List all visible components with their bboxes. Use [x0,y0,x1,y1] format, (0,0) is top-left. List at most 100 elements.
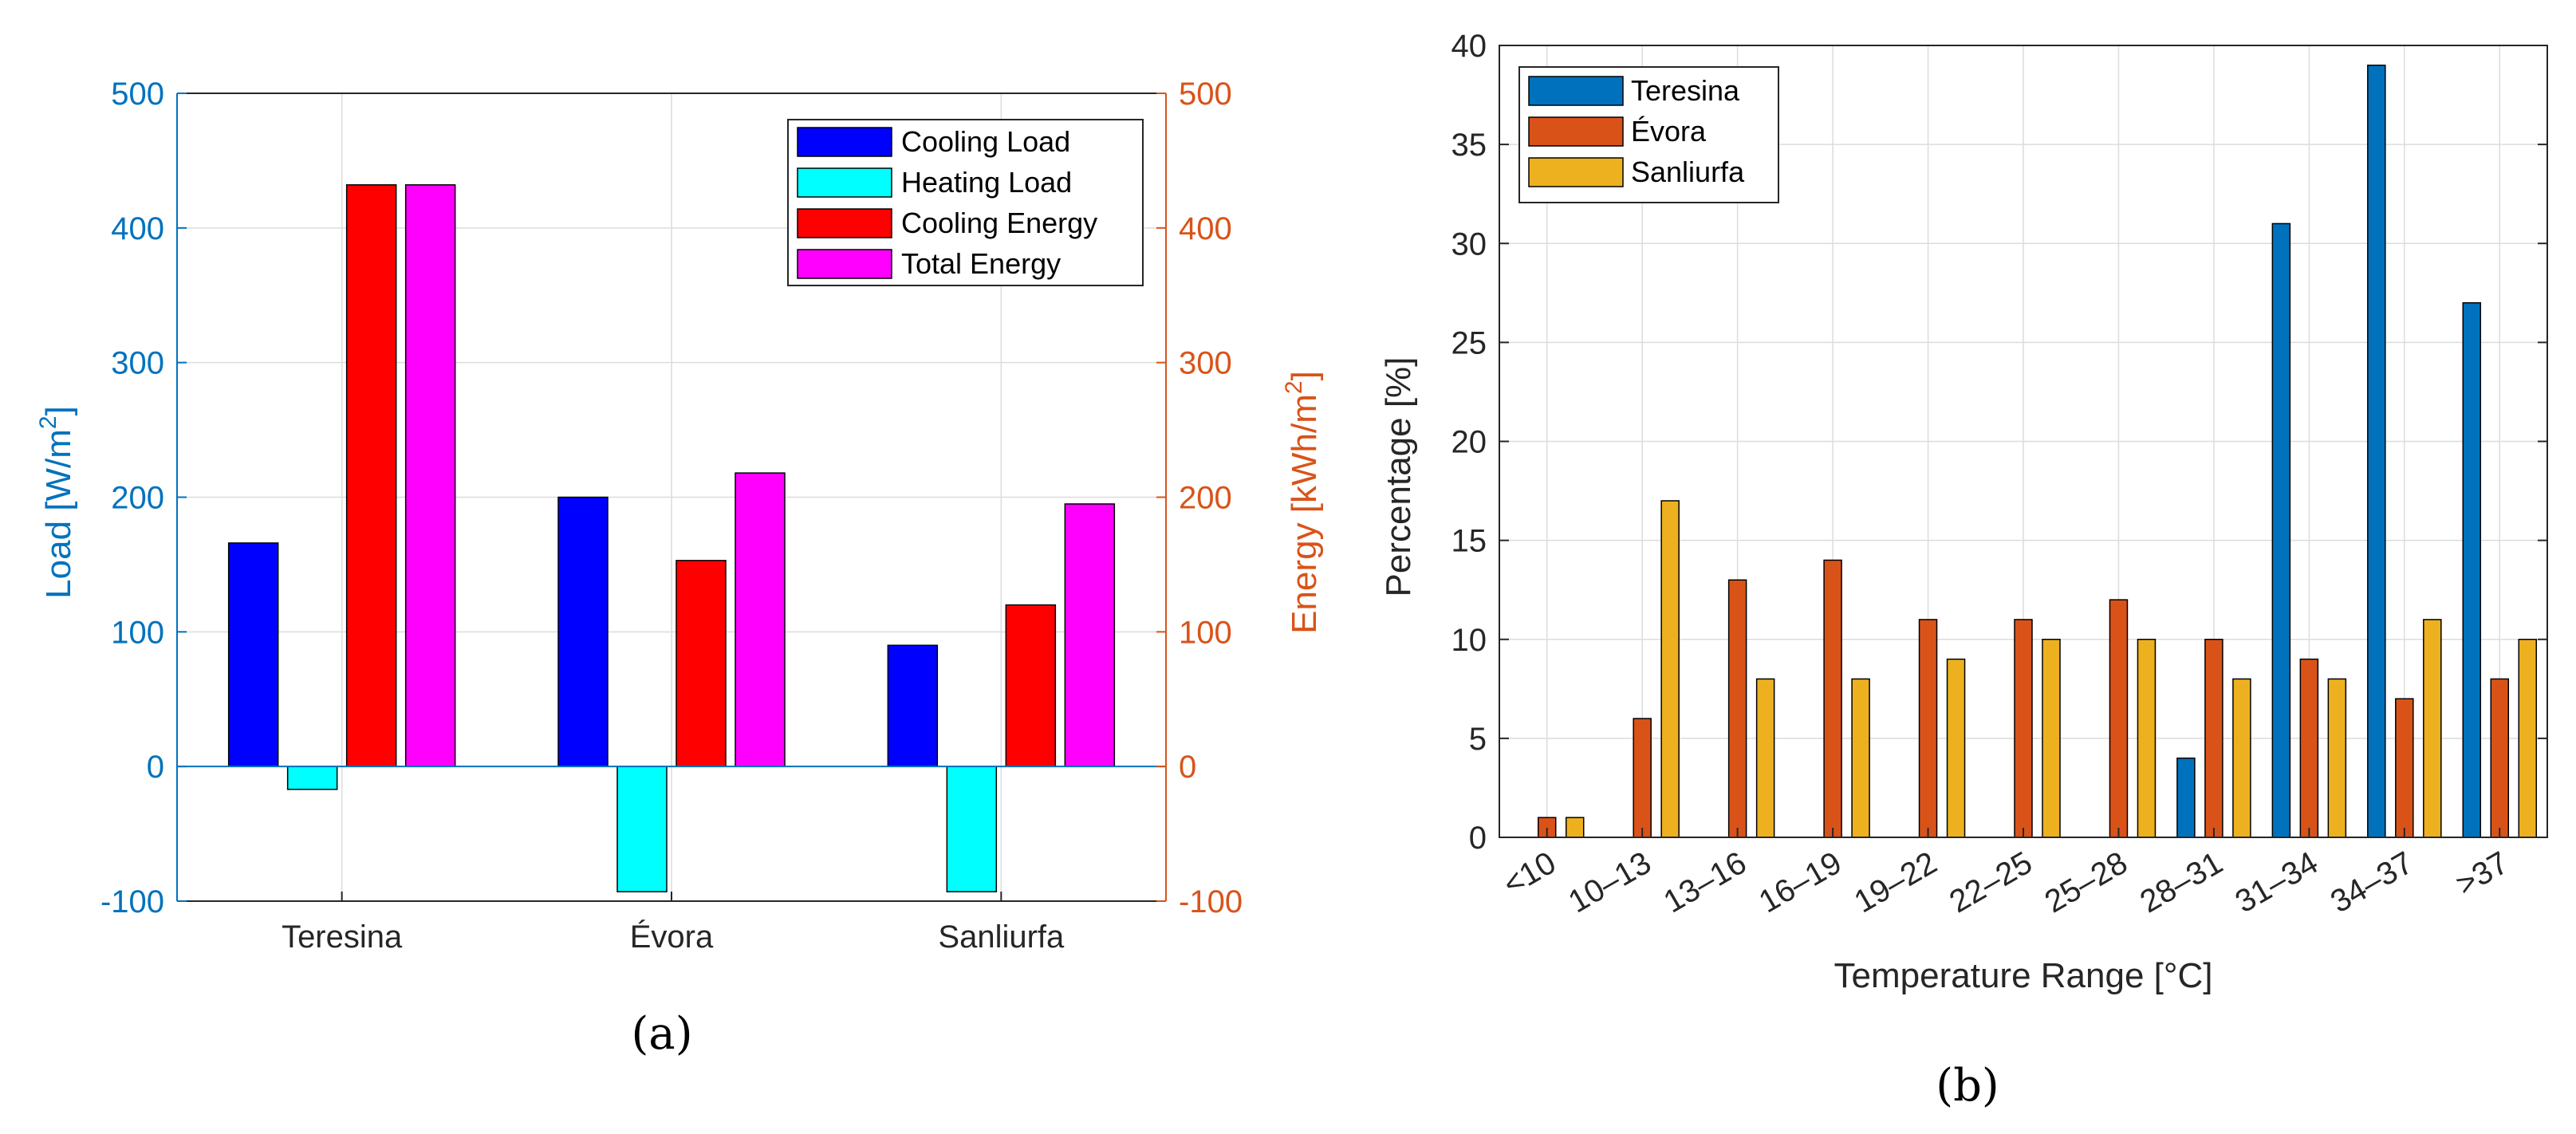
chart-b-y-tick-label: 30 [1451,226,1487,262]
chart-b-bar [2232,678,2251,838]
chart-a-legend-label: Cooling Energy [901,207,1097,239]
chart-b-y-tick-label: 25 [1451,325,1487,360]
chart-b-bar [2518,639,2538,838]
chart-b-x-tick-label: 19–22 [1849,845,1943,920]
chart-b-x-tick-label: 34–37 [2325,845,2419,920]
chart-b-bar [2395,698,2414,838]
chart-a-legend-swatch [797,167,892,198]
chart-a-bar [676,560,727,767]
chart-b-x-axis-label: Temperature Range [°C] [1834,956,2213,995]
chart-a-bar [404,184,456,767]
chart-b-bar [1660,500,1680,838]
chart-a-x-tick-label: Sanliurfa [938,919,1065,955]
chart-b-x-tick-label: 10–13 [1562,845,1656,920]
chart-b-y-tick-label: 5 [1469,722,1487,757]
chart-b-bar [2462,301,2482,838]
chart-b-x-tick-label: 31–34 [2230,845,2324,920]
chart-a-legend-label: Cooling Load [901,125,1070,158]
chart-b-bar [1727,579,1747,838]
chart-a-left-tick-label: -100 [100,884,164,919]
chart-b-legend-swatch [1528,76,1624,106]
chart-b-bar [2137,639,2157,838]
chart-b-bar [1565,817,1585,838]
chart-b-y-axis-label: Percentage [%] [1379,357,1418,597]
chart-a-legend-label: Heating Load [901,166,1072,199]
chart-b-bar [2490,678,2510,838]
chart-b-bar [2299,658,2319,838]
chart-a-bar [616,766,668,892]
chart-b-legend-swatch [1528,116,1624,147]
chart-a-right-tick-label: -100 [1179,884,1243,919]
chart-b-legend-swatch [1528,157,1624,187]
chart-a: -100 0 100 200 300 400 500 -100 0 100 200 300 400 500… [35,77,1324,1060]
chart-b-bar [2327,678,2347,838]
chart-b-bar [1851,678,1870,838]
chart-b-bar [1946,658,1966,838]
chart-a-right-tick-label: 100 [1179,615,1232,650]
chart-b-bar [1823,559,1842,838]
chart-a-legend-label: Total Energy [901,247,1061,280]
chart-a-y-axis-label-left: Load [W/m2] [35,406,78,599]
chart-a-right-tick-label: 200 [1179,481,1232,516]
chart-a-legend-swatch [797,127,892,157]
chart-a-left-tick-label: 100 [111,615,164,650]
chart-b-bar [2423,619,2442,838]
chart-a-y-axis-label-right: Energy [kWh/m2] [1281,371,1324,634]
chart-a-left-tick-label: 500 [111,77,164,112]
chart-b-bar [2271,222,2291,838]
chart-a-bar [1064,503,1116,767]
chart-a-bar [1005,604,1057,767]
chart-b-x-tick-label: >37 [2450,845,2515,903]
chart-a-bar [946,766,998,892]
chart-a-legend: Cooling Load Heating Load Cooling Energy To… [787,119,1144,286]
chart-a-right-tick-label: 500 [1179,77,1232,112]
chart-a-x-tick-label: Teresina [282,919,403,955]
panel-label-a: (a) [631,1008,692,1060]
chart-b-bars [1537,65,2538,838]
panel-label-b: (b) [1936,1060,1999,1112]
chart-b-legend-label: Teresina [1631,74,1740,107]
chart-b-x-tick-label: 16–19 [1753,845,1847,920]
chart-a-legend-swatch [797,208,892,238]
chart-b-bar [2042,639,2061,838]
chart-b-bar [1755,678,1775,838]
chart-a-axes: -100 0 100 200 300 400 500 -100 0 100 200 300 400 500… [100,77,1243,955]
chart-b-x-tick-label: 13–16 [1658,845,1752,920]
chart-b-bar [2014,619,2033,838]
chart-a-legend-swatch [797,249,892,279]
chart-b-y-tick-label: 0 [1469,821,1487,856]
chart-a-bar [286,766,338,790]
chart-b-legend-label: Sanliurfa [1631,156,1745,188]
chart-a-x-tick-label: Évora [630,919,714,955]
chart-a-bar [887,644,939,767]
chart-b-bar [2176,757,2196,838]
chart-a-left-tick-label: 300 [111,346,164,381]
chart-b-y-tick-label: 40 [1451,29,1487,64]
chart-a-bar [227,542,279,767]
chart-b-bar [2109,599,2129,838]
chart-b-x-tick-label: 25–28 [2039,845,2133,920]
chart-b-bar [1918,619,1938,838]
chart-a-right-tick-label: 0 [1179,750,1196,785]
chart-a-right-tick-label: 300 [1179,346,1232,381]
chart-b-y-tick-label: 10 [1451,623,1487,658]
chart-b-bar [2204,639,2223,838]
chart-a-left-tick-label: 200 [111,481,164,516]
chart-b-y-tick-label: 15 [1451,524,1487,559]
chart-a-bar [557,496,609,767]
chart-a-bar [735,472,786,767]
chart-b-legend: Teresina Évora Sanliurfa [1518,66,1779,203]
chart-b-legend-label: Évora [1631,115,1707,148]
chart-a-bar [345,184,397,767]
chart-b-y-tick-label: 20 [1451,425,1487,460]
chart-b-x-tick-label: 22–25 [1944,845,2038,920]
chart-b-x-tick-label: <10 [1497,845,1562,903]
chart-a-left-tick-label: 400 [111,211,164,246]
chart-b-x-tick-label: 28–31 [2134,845,2228,920]
chart-b-bar [1633,718,1652,838]
chart-b-y-tick-label: 35 [1451,128,1487,163]
chart-a-left-tick-label: 0 [147,750,164,785]
chart-a-right-tick-label: 400 [1179,211,1232,246]
chart-b-bar [2367,65,2386,838]
